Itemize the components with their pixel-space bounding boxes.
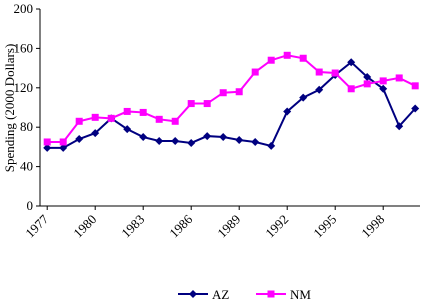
marker	[75, 117, 83, 125]
y-axis-label: Spending (2000 Dollars)	[2, 44, 17, 173]
marker	[267, 56, 275, 64]
marker	[363, 72, 372, 81]
marker	[379, 77, 387, 85]
marker	[219, 89, 227, 97]
marker	[123, 107, 131, 115]
marker	[107, 114, 115, 122]
marker	[267, 141, 276, 150]
marker	[75, 135, 84, 144]
series-line	[47, 54, 416, 143]
x-tick-label: 1980	[70, 212, 99, 241]
marker	[139, 108, 147, 116]
marker	[315, 85, 324, 94]
marker	[59, 138, 67, 146]
y-tick-label: 160	[14, 40, 34, 55]
marker	[315, 68, 323, 76]
marker	[395, 122, 404, 131]
marker	[187, 138, 196, 147]
marker	[235, 88, 243, 96]
marker	[267, 290, 275, 298]
marker	[171, 136, 180, 145]
x-tick-label: 1989	[214, 212, 243, 241]
marker	[91, 129, 100, 138]
marker	[155, 136, 164, 145]
marker	[155, 115, 163, 123]
marker	[347, 58, 356, 67]
marker	[43, 138, 51, 146]
series-line	[47, 60, 416, 149]
marker	[411, 82, 419, 90]
marker	[123, 125, 132, 134]
marker	[59, 143, 68, 152]
x-tick-label: 1995	[310, 212, 339, 241]
x-tick-label: 1983	[118, 212, 147, 241]
marker	[283, 51, 291, 59]
y-tick-label: 80	[20, 119, 33, 134]
marker	[379, 84, 388, 93]
y-tick-label: 40	[20, 159, 33, 174]
marker	[139, 133, 148, 142]
marker	[251, 68, 259, 76]
x-tick-label: 1998	[358, 212, 387, 241]
marker	[395, 74, 403, 82]
marker	[203, 132, 212, 141]
marker	[283, 107, 292, 116]
marker	[331, 69, 339, 77]
legend-label: AZ	[212, 287, 229, 302]
x-tick-label: 1977	[22, 211, 51, 240]
marker	[91, 113, 99, 121]
x-tick-label: 1986	[166, 211, 195, 240]
y-tick-label: 0	[27, 198, 34, 213]
marker	[299, 54, 307, 62]
marker	[299, 93, 308, 102]
marker	[219, 133, 228, 142]
marker	[189, 290, 197, 298]
marker	[203, 100, 211, 108]
y-tick-label: 120	[14, 80, 34, 95]
marker	[347, 85, 355, 93]
y-tick-label: 200	[14, 1, 34, 16]
marker	[411, 104, 420, 113]
legend-label: NM	[290, 287, 311, 302]
x-tick-label: 1992	[262, 212, 291, 241]
marker	[251, 137, 260, 146]
marker	[187, 100, 195, 108]
marker	[363, 80, 371, 88]
marker	[171, 117, 179, 125]
marker	[43, 143, 52, 152]
marker	[235, 136, 244, 145]
